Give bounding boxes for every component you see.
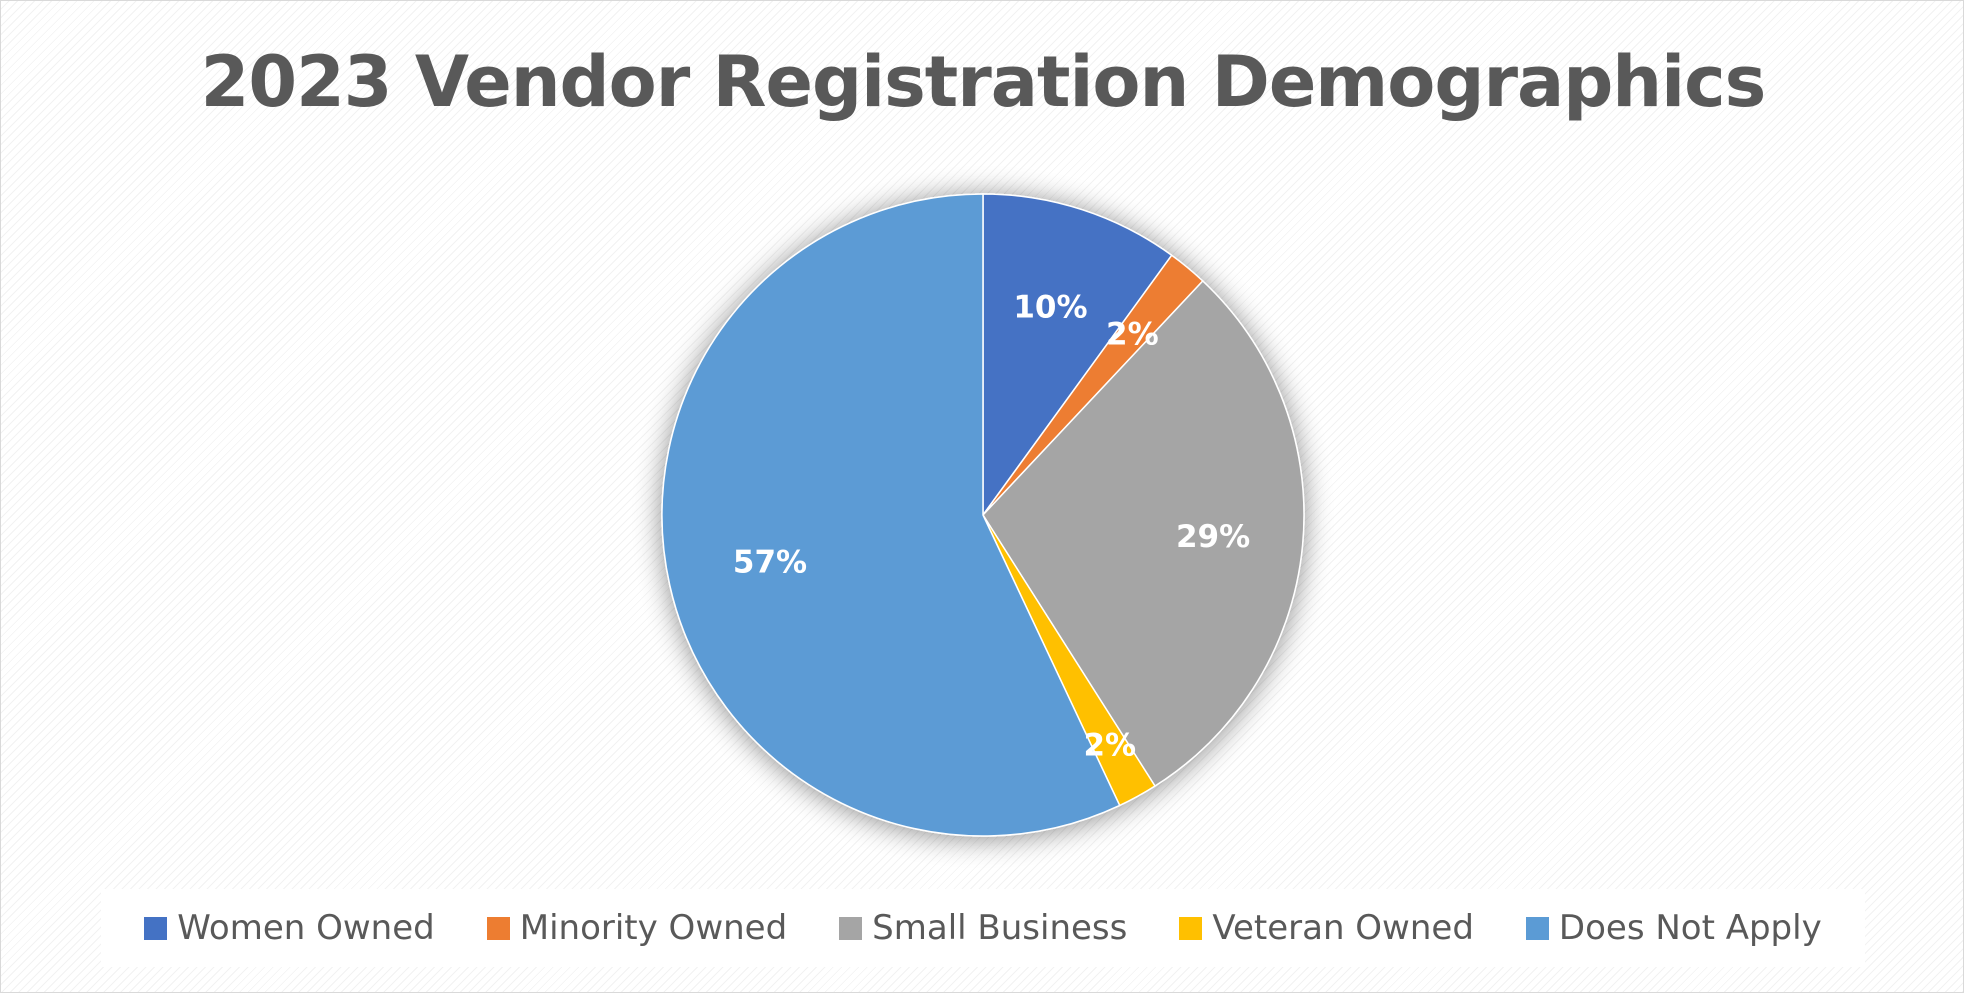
legend-item-small-business: Small Business [839,908,1127,948]
legend-label: Minority Owned [519,908,788,948]
legend-item-minority-owned: Minority Owned [486,908,788,948]
legend-item-does-not-apply: Does Not Apply [1525,908,1822,948]
legend-label: Does Not Apply [1558,908,1822,948]
legend-label: Women Owned [177,908,435,948]
legend-swatch [1525,916,1549,940]
legend-label: Small Business [872,908,1128,948]
legend-label: Veteran Owned [1212,908,1474,948]
data-label-does-not-apply: 57% [733,545,807,581]
legend-swatch [486,916,510,940]
legend-swatch [1179,916,1203,940]
legend-swatch [144,916,168,940]
legend-item-veteran-owned: Veteran Owned [1179,908,1474,948]
data-label-small-business: 29% [1176,519,1250,555]
chart-title: 2023 Vendor Registration Demographics [200,41,1767,123]
data-label-veteran-owned: 2% [1083,728,1136,764]
data-label-women-owned: 10% [1013,289,1087,325]
pie-slice-small-business [982,279,1305,788]
data-label-minority-owned: 2% [1106,316,1159,352]
legend-swatch [839,916,863,940]
pie-slice-women-owned [982,193,1173,518]
legend: Women Owned Minority Owned Small Business V… [101,889,1865,967]
legend-item-women-owned: Women Owned [144,908,435,948]
pie-slice-does-not-apply [661,193,1121,837]
